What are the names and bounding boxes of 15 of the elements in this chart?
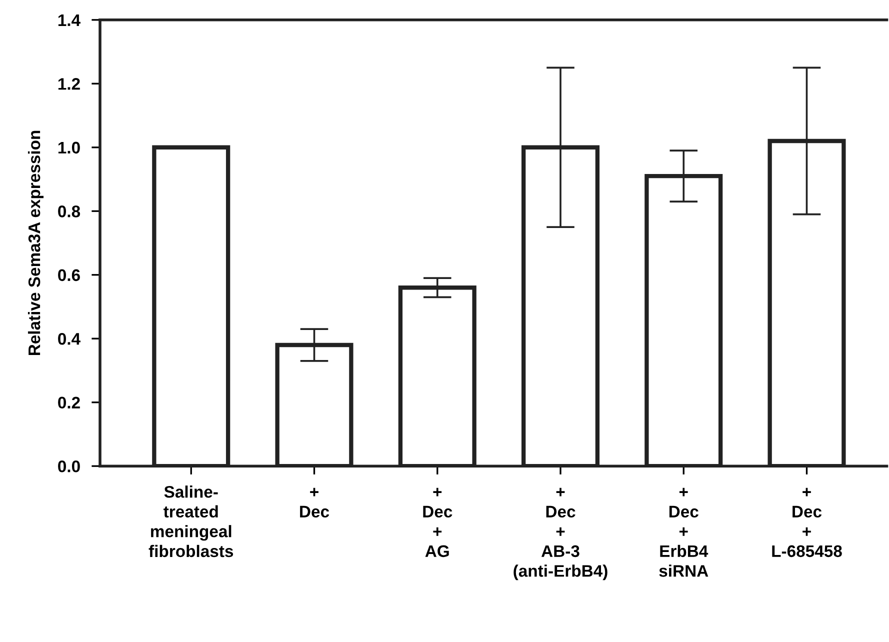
x-tick-label: + Dec + AG (423, 488, 452, 558)
x-tick-label: + Dec + AB-3 (anti-ErbB4) (514, 488, 608, 580)
y-axis-title: Relative Sema3A expression (28, 130, 44, 356)
y-tick-label: 0.6 (58, 269, 80, 282)
y-tick-label: 1.0 (58, 142, 80, 154)
y-tick-label: 1.4 (58, 14, 80, 26)
y-tick-label: 0.8 (58, 206, 80, 218)
y-tick-label: 0.2 (58, 396, 80, 409)
y-tick-label: 1.2 (58, 78, 80, 90)
y-tick-label: 0.0 (58, 460, 80, 472)
x-tick-label: Saline- treated meningeal fibroblasts (148, 486, 234, 558)
y-tick-label: 0.4 (58, 333, 80, 345)
x-tick-label: + Dec + L-685458 (772, 488, 842, 558)
x-tick-label: + Dec (300, 488, 330, 518)
x-tick-label: + Dec + ErbB4 siRNA (659, 488, 708, 577)
